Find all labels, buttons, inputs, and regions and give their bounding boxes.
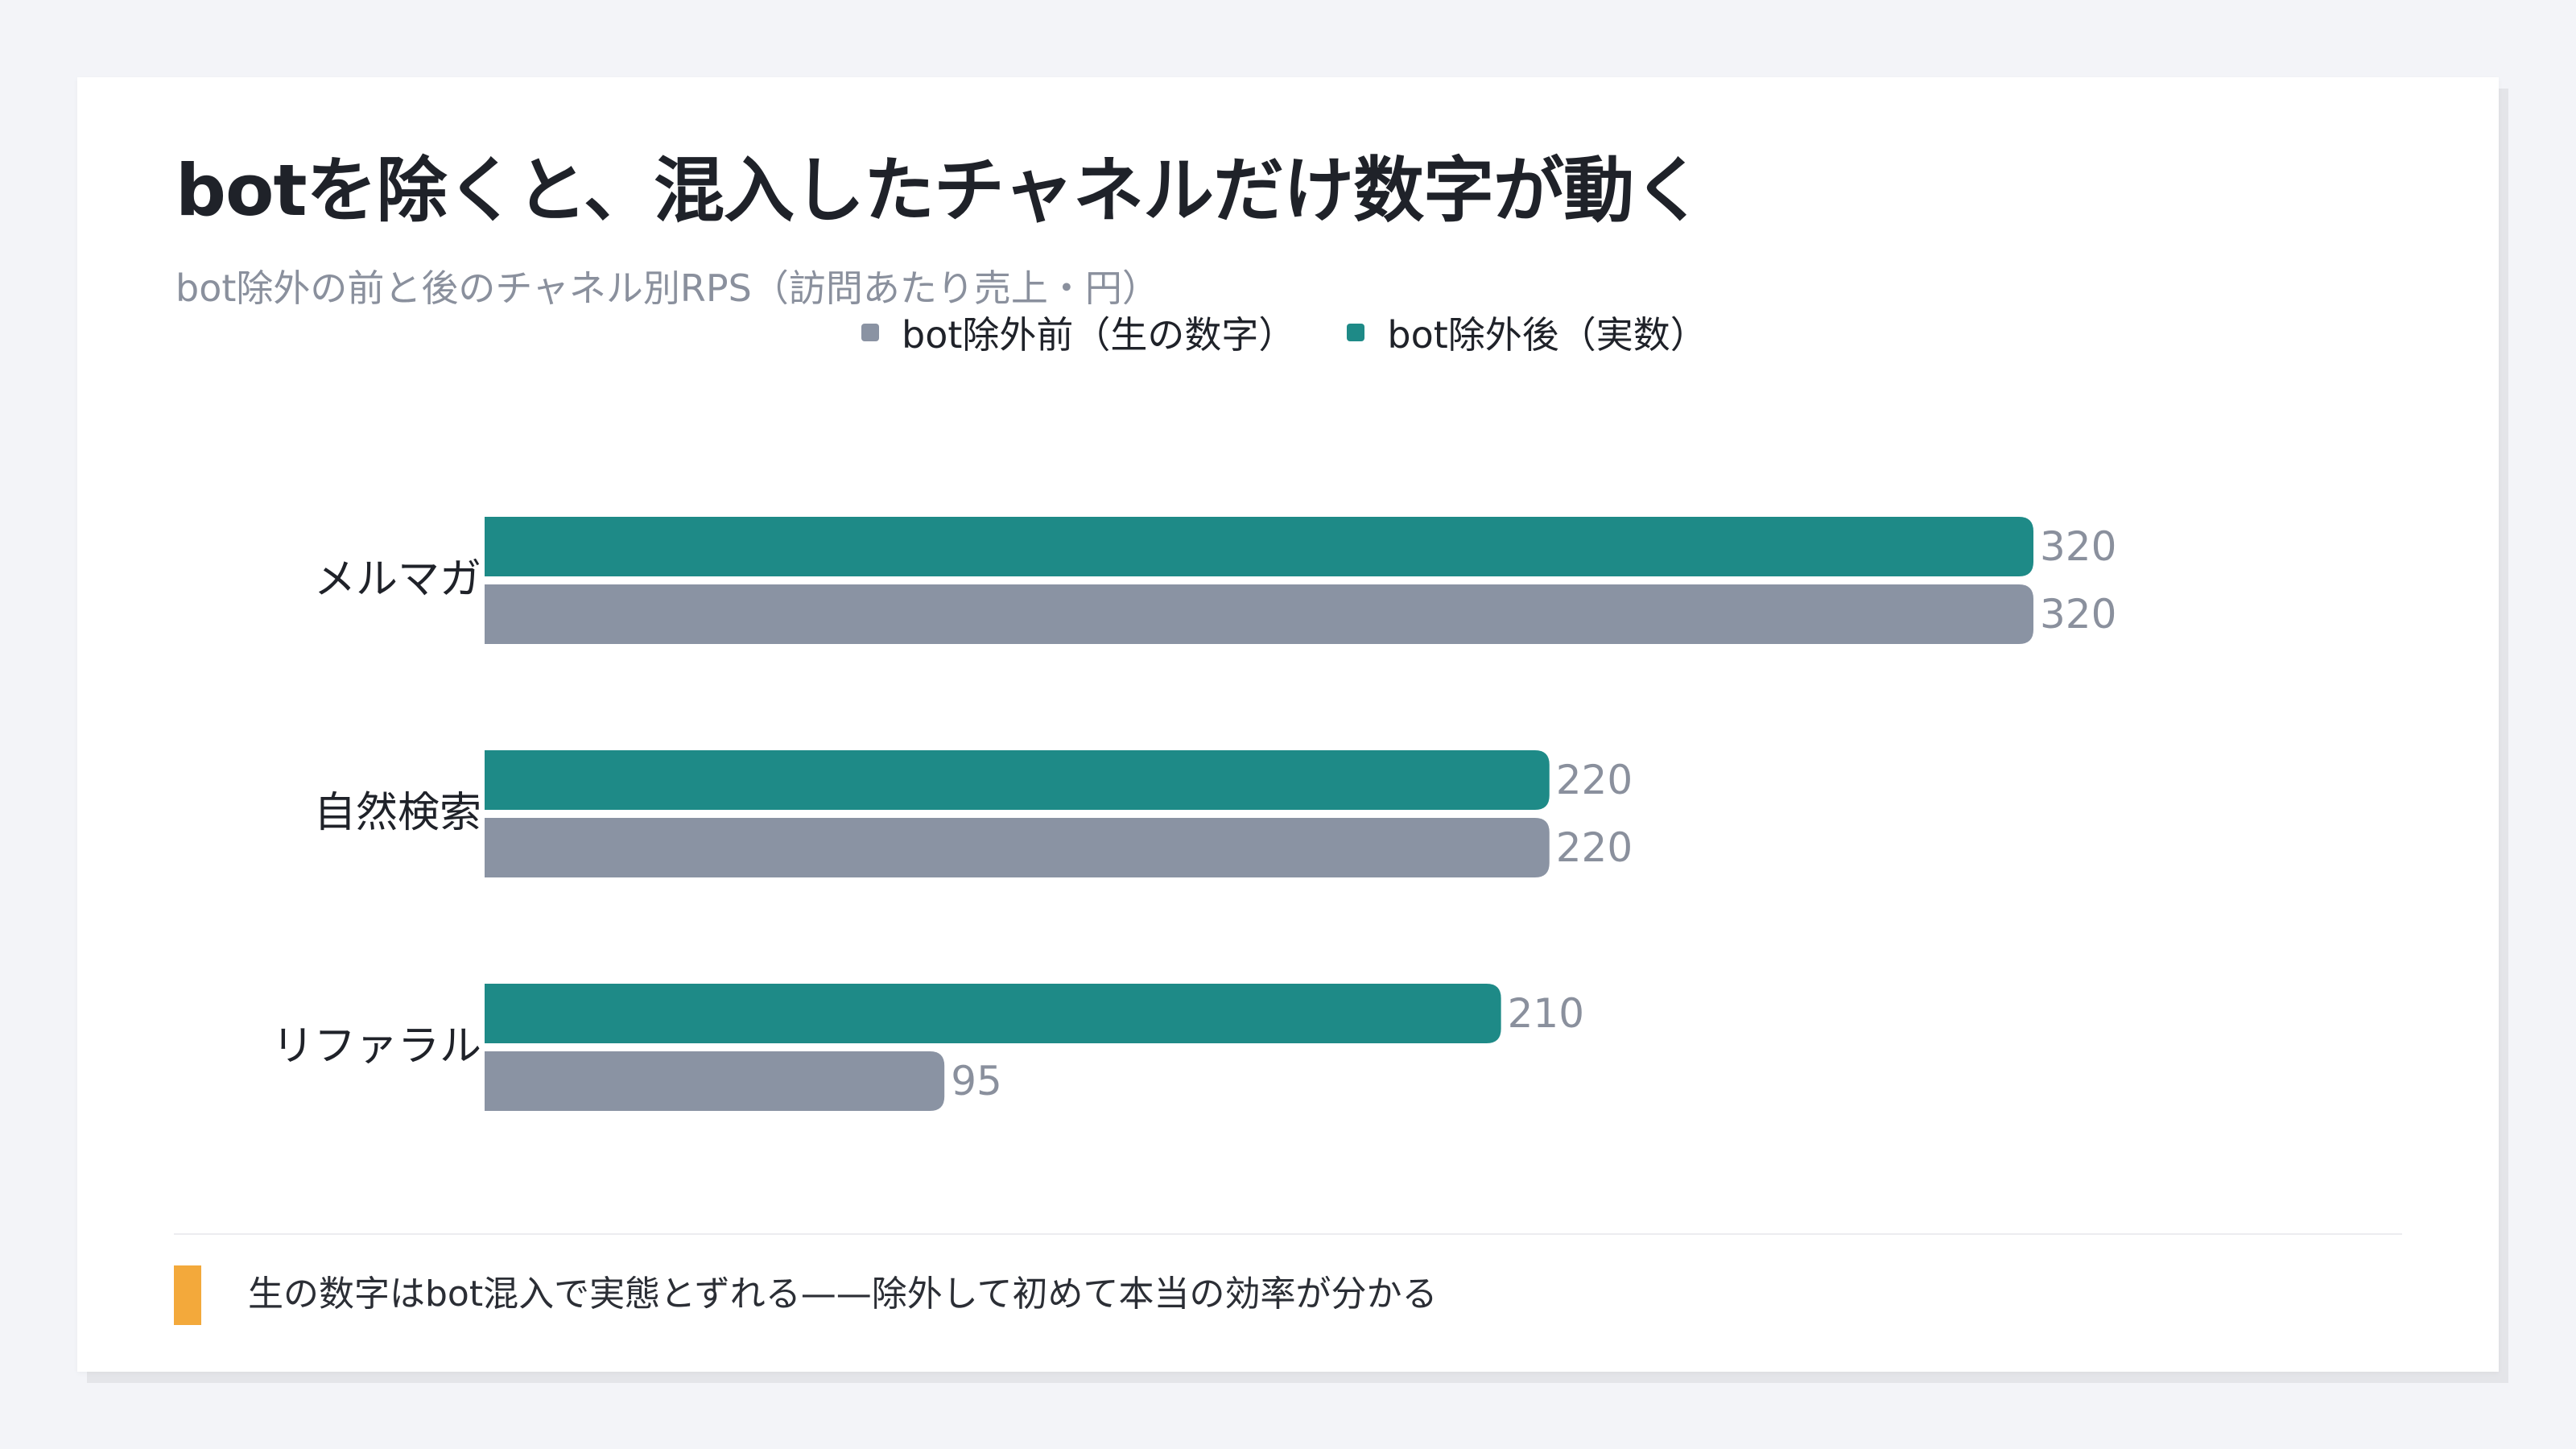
bar-value-label: 320 — [2040, 523, 2116, 570]
legend-swatch-before — [861, 324, 879, 341]
bar-after — [485, 984, 1501, 1043]
divider — [174, 1233, 2402, 1235]
chart-card: botを除くと、混入したチャネルだけ数字が動く bot除外の前と後のチャネル別R… — [77, 77, 2499, 1372]
chart-legend: bot除外前（生の数字） bot除外後（実数） — [861, 306, 1707, 359]
bar-before — [485, 584, 2033, 644]
category-label: メルマガ — [314, 555, 481, 604]
legend-label-after: bot除外後（実数） — [1387, 313, 1707, 357]
bar-after — [485, 517, 2033, 576]
bar-value-label: 220 — [1556, 757, 1633, 803]
bar-value-label: 95 — [951, 1058, 1002, 1104]
legend-swatch-after — [1347, 324, 1365, 341]
chart-title: botを除くと、混入したチャネルだけ数字が動く — [175, 149, 1704, 232]
bar-before — [485, 818, 1550, 877]
chart-subtitle: bot除外の前と後のチャネル別RPS（訪問あたり売上・円） — [175, 266, 1159, 310]
bar-value-label: 220 — [1556, 824, 1633, 871]
bar-after — [485, 750, 1550, 810]
legend-item-before: bot除外前（生の数字） — [861, 306, 1295, 359]
bar-before — [485, 1051, 945, 1111]
legend-item-after: bot除外後（実数） — [1347, 306, 1707, 359]
note-accent-bar — [174, 1265, 201, 1325]
category-label: リファラル — [272, 1022, 481, 1071]
footnote-text: 生の数字はbot混入で実態とずれる——除外して初めて本当の効率が分かる — [248, 1274, 1438, 1315]
legend-label-before: bot除外前（生の数字） — [902, 313, 1296, 357]
category-label: 自然検索 — [314, 789, 481, 837]
bar-value-label: 320 — [2040, 591, 2116, 638]
bar-chart-plot: メルマガ 320 320 自然検索 220 220 リファラル 210 95 — [272, 517, 2116, 1111]
bar-value-label: 210 — [1508, 990, 1584, 1037]
